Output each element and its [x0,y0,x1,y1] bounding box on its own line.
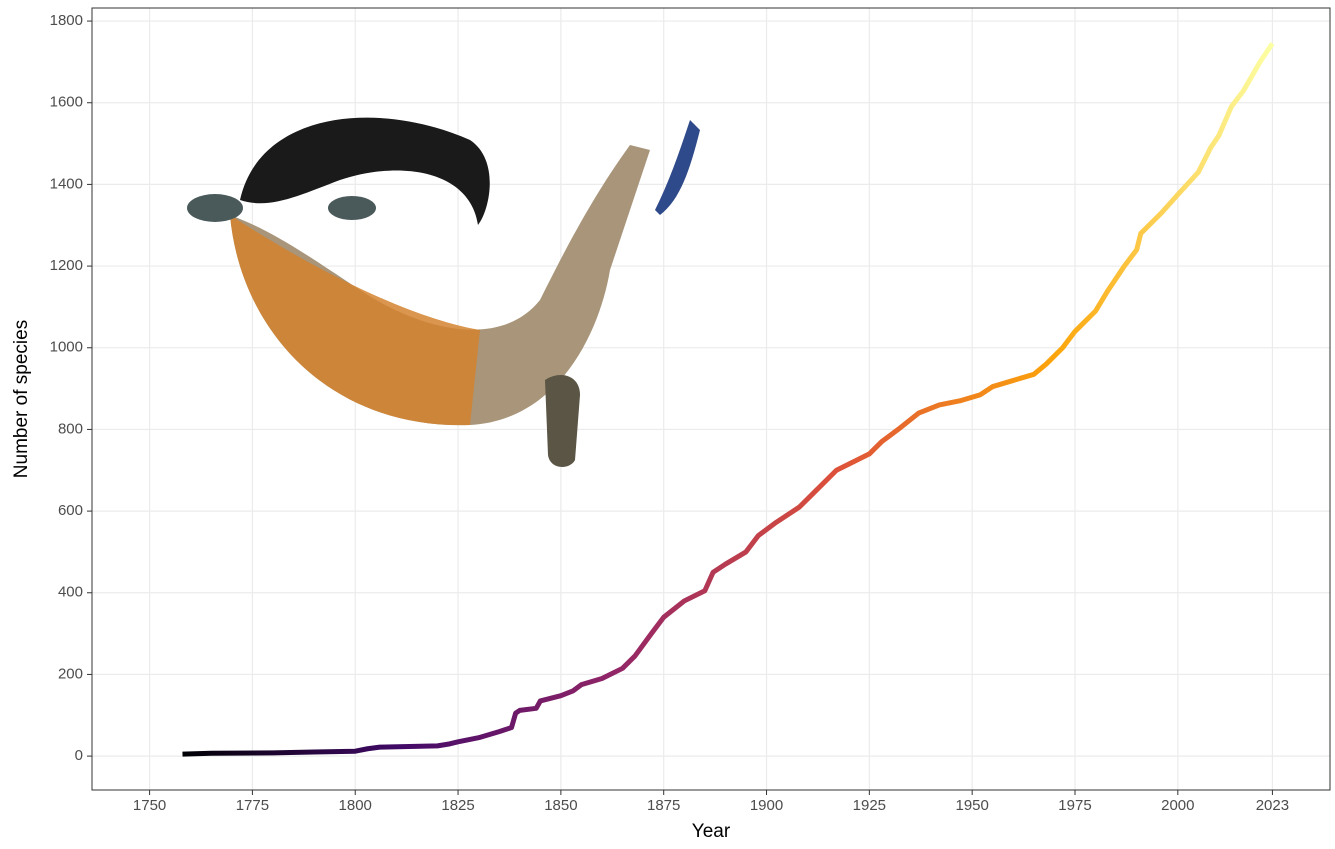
x-tick-label: 2023 [1256,797,1289,814]
x-tick-label: 1800 [339,797,372,814]
y-tick-label: 200 [58,665,83,682]
y-tick-label: 1600 [50,94,83,111]
x-tick-label: 2000 [1161,797,1194,814]
lizard-illustration [187,117,700,467]
y-tick-label: 400 [58,584,83,601]
x-tick-label: 1850 [544,797,577,814]
y-tick-label: 1000 [50,339,83,356]
y-axis-title: Number of species [11,320,32,478]
panel-border [91,7,1331,791]
species-line [182,42,1275,757]
x-tick-label: 1775 [236,797,269,814]
x-tick-label: 1975 [1058,797,1091,814]
x-tick-label: 1825 [441,797,474,814]
y-tick-label: 1400 [50,175,83,192]
x-tick-label: 1925 [853,797,886,814]
x-tick-label: 1900 [750,797,783,814]
x-tick-label: 1750 [133,797,166,814]
x-axis-title: Year [692,821,731,842]
y-tick-label: 1800 [50,12,83,29]
y-tick-label: 600 [58,502,83,519]
x-tick-label: 1950 [955,797,988,814]
y-tick-label: 1200 [50,257,83,274]
x-tick-label: 1875 [647,797,680,814]
y-tick-label: 800 [58,420,83,437]
y-tick-label: 0 [75,747,83,764]
